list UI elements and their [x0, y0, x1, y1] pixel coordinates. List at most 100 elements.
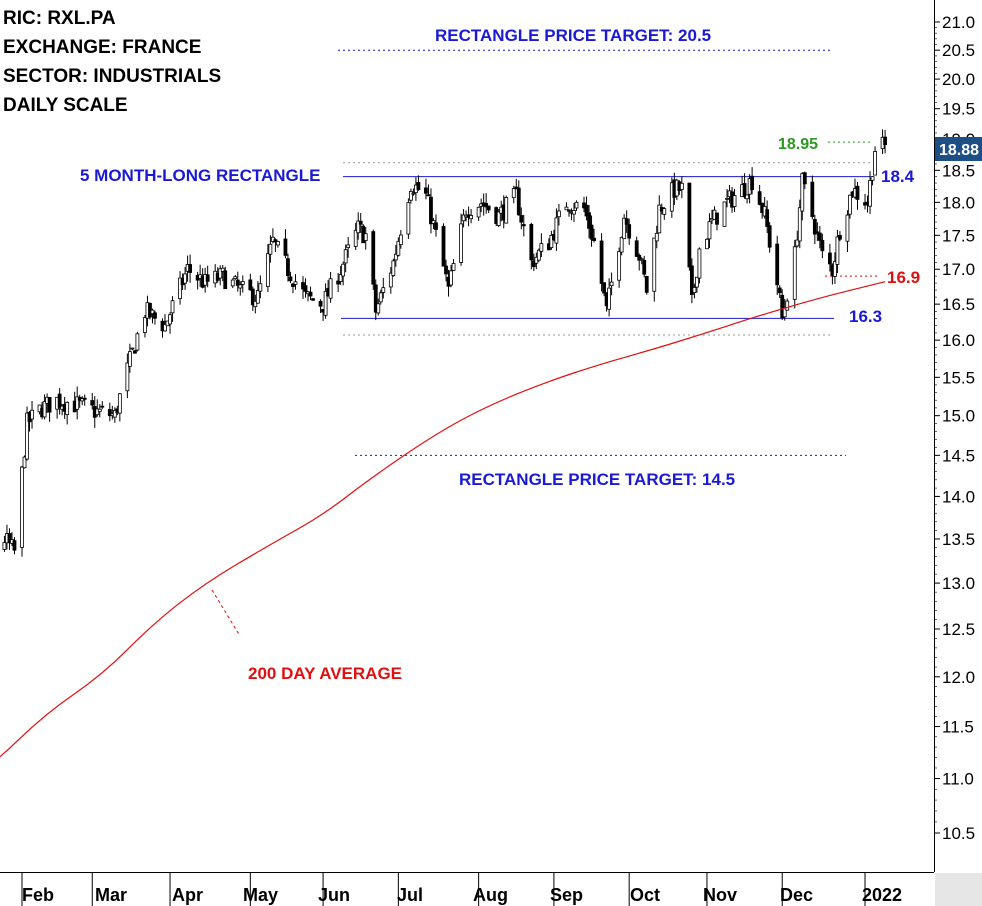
candle-body-down	[531, 260, 536, 268]
candle	[868, 171, 872, 215]
candle-body-down	[802, 172, 807, 185]
info-exchange: EXCHANGE: FRANCE	[3, 37, 201, 58]
candle-body-down	[637, 254, 642, 261]
candle	[47, 396, 52, 422]
candle	[795, 230, 800, 248]
candle-body-up	[697, 248, 702, 279]
candlestick-series	[2, 129, 887, 557]
candle-body-up	[42, 401, 47, 418]
candle-body-up	[451, 263, 456, 271]
candle	[855, 181, 860, 210]
candle	[341, 261, 346, 286]
candle-body-up	[125, 362, 130, 392]
x-tick-label: Aug	[473, 885, 508, 905]
candle	[376, 298, 381, 316]
candle-body-up	[607, 287, 612, 310]
x-tick-label: Jun	[318, 885, 350, 905]
candle-body-up	[117, 393, 122, 414]
candle	[293, 274, 298, 290]
y-tick-label: 16.0	[942, 331, 975, 350]
candle-body-down	[188, 264, 193, 273]
candle-body-up	[127, 351, 132, 367]
candle-body-down	[235, 279, 240, 286]
candle-body-up	[725, 197, 729, 200]
y-tick-label: 16.5	[942, 295, 975, 314]
candle	[391, 258, 396, 277]
candle	[178, 271, 182, 305]
candle	[82, 394, 87, 406]
candle	[353, 222, 358, 250]
candle	[531, 253, 536, 272]
candle	[235, 271, 240, 292]
candle-body-up	[230, 279, 235, 287]
candle-body-down	[153, 312, 157, 319]
candle	[323, 283, 328, 319]
candle	[356, 212, 361, 240]
candle-body-down	[12, 540, 17, 551]
candle	[346, 237, 351, 258]
candle-body-down	[336, 280, 341, 285]
candle-body-up	[873, 151, 877, 176]
candle-body-down	[283, 238, 288, 256]
candle	[429, 188, 433, 234]
candle-body-up	[30, 409, 34, 420]
y-tick-label: 17.5	[942, 226, 975, 245]
candle-body-up	[220, 267, 225, 272]
candle-body-down	[311, 298, 315, 301]
candle-body-down	[47, 396, 52, 413]
candle	[75, 386, 80, 420]
candle	[205, 265, 210, 288]
candle	[745, 194, 749, 204]
candle	[800, 172, 805, 221]
candle	[7, 528, 12, 550]
candle	[742, 173, 747, 199]
candle	[449, 264, 453, 288]
candle-body-up	[238, 284, 243, 289]
candle	[775, 235, 780, 295]
candle-body-up	[353, 229, 358, 247]
info-sector: SECTOR: INDUSTRIALS	[3, 66, 221, 87]
candle	[644, 275, 649, 295]
candle	[150, 308, 155, 324]
candle-body-down	[429, 196, 433, 225]
candle-body-down	[589, 224, 594, 240]
candle	[431, 218, 436, 230]
y-tick-label: 10.5	[942, 824, 975, 843]
ma-pointer	[211, 589, 241, 637]
candle	[135, 331, 140, 352]
candle	[584, 196, 589, 221]
candle-body-up	[341, 263, 346, 277]
candle	[133, 349, 137, 354]
x-tick-label: Feb	[22, 885, 54, 905]
candle	[127, 343, 132, 373]
candle-body-up	[411, 192, 416, 195]
candle	[765, 200, 770, 234]
y-axis-ticks: 10.5 11.0 11.5 12.0 12.5 13.0 13.5 14.0 14.5 15.0…	[934, 13, 975, 843]
candle-body-down	[426, 194, 431, 197]
y-tick-label: 21.0	[942, 13, 975, 32]
candle-body-up	[557, 210, 561, 218]
candle	[253, 294, 258, 314]
x-tick-label: 2022	[862, 885, 902, 905]
candle-body-down	[765, 209, 770, 227]
candle	[30, 400, 34, 429]
candle	[25, 406, 29, 461]
candle	[549, 230, 554, 250]
candle	[476, 206, 481, 221]
candle-body-down	[484, 202, 489, 208]
candle	[444, 259, 448, 282]
candle	[250, 286, 255, 311]
candle-body-down	[815, 231, 820, 234]
candle-body-up	[112, 410, 117, 418]
resistance-label: 18.4	[881, 167, 915, 186]
candle	[268, 235, 273, 263]
candle	[130, 347, 135, 351]
candle	[286, 253, 290, 282]
candle	[554, 208, 559, 251]
candle	[188, 254, 193, 283]
candle	[574, 200, 579, 211]
candle	[273, 238, 278, 252]
candle-body-down	[767, 225, 772, 248]
candle-body-down	[303, 285, 308, 292]
x-tick-label: Jul	[397, 885, 423, 905]
